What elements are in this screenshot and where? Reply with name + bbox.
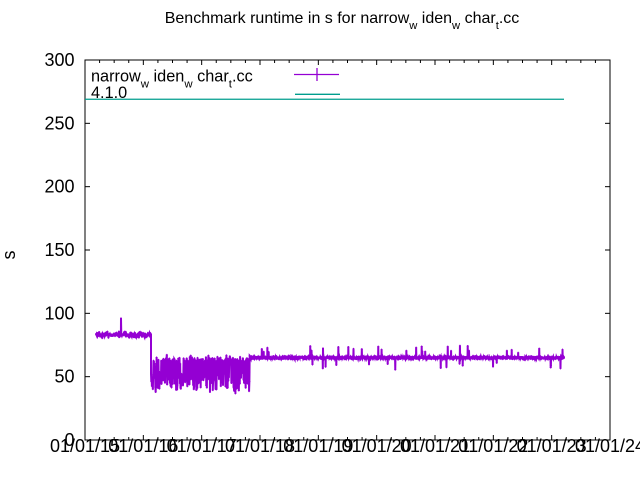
svg-text:Benchmark runtime in s for nar: Benchmark runtime in s for narroww idenw… xyxy=(165,10,520,32)
svg-text:250: 250 xyxy=(44,113,74,133)
svg-text:01/01/24: 01/01/24 xyxy=(575,436,640,456)
svg-text:s: s xyxy=(0,251,19,260)
svg-text:50: 50 xyxy=(54,367,74,387)
svg-text:100: 100 xyxy=(44,303,74,323)
svg-text:200: 200 xyxy=(44,177,74,197)
svg-text:300: 300 xyxy=(44,50,74,70)
svg-text:150: 150 xyxy=(44,240,74,260)
